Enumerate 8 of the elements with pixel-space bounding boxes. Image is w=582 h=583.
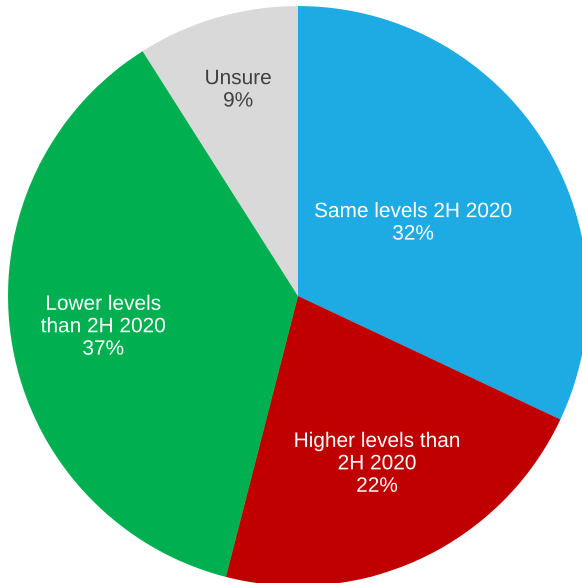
data-label: 22% (357, 477, 398, 492)
data-label: 32% (393, 225, 434, 240)
slice-label: Same levels 2H 2020 (315, 202, 512, 218)
data-label: 9% (224, 92, 252, 107)
slice-label: Higher levels than 2H 2020 (295, 432, 460, 470)
data-label: 37% (83, 340, 124, 355)
slice-label: Unsure (206, 70, 271, 84)
slice-label: Lower levels than 2H 2020 (41, 294, 165, 332)
